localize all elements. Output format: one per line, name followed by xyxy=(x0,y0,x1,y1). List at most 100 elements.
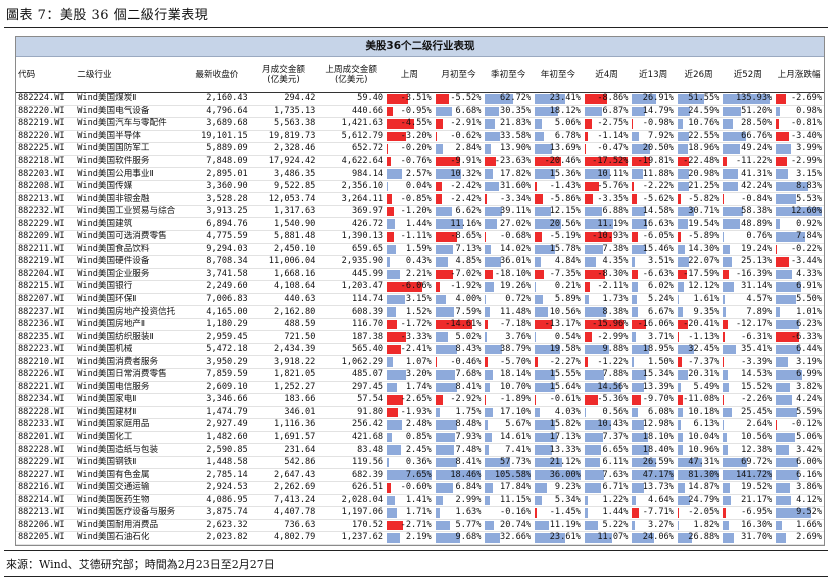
positive-bar xyxy=(485,94,513,104)
cell-value: 5.50% xyxy=(796,294,822,305)
cell-code: 882207.WI xyxy=(16,293,76,307)
cell-value: 14.56% xyxy=(597,381,629,392)
col-header: 近26周 xyxy=(675,57,722,93)
cell-lm: 3.15% xyxy=(774,167,824,181)
cell-value: -5.89% xyxy=(688,231,720,242)
cell-lm: 6.16% xyxy=(774,468,824,482)
cell-w26: 14.87% xyxy=(675,481,722,495)
cell-w13: -5.62% xyxy=(630,192,676,206)
negative-bar xyxy=(387,106,393,117)
positive-bar xyxy=(535,370,555,380)
cell-value: -7.35% xyxy=(549,268,581,279)
cell-value: 0.56% xyxy=(602,406,629,417)
positive-bar xyxy=(435,470,482,480)
positive-bar xyxy=(776,219,780,230)
cell-value: -0.16% xyxy=(500,507,532,518)
col-header: 二级行业 xyxy=(75,57,185,93)
positive-bar xyxy=(584,370,605,380)
cell-value: 0.21% xyxy=(554,281,581,292)
cell-mtd-amt: 2,262.69 xyxy=(249,481,318,495)
positive-bar xyxy=(723,445,728,455)
cell-value: 0.43% xyxy=(405,256,432,267)
cell-mtd-amt: 1,668.16 xyxy=(249,268,318,282)
table-row: 882211.WI Wind美国食品饮料 9,294.03 2,450.10 659.6… xyxy=(16,243,824,257)
cell-value: -5.36% xyxy=(597,394,629,405)
cell-w52: 15.52% xyxy=(721,381,775,395)
cell-value: 12.98% xyxy=(642,419,674,430)
cell-lw: -0.95% xyxy=(385,105,434,119)
cell-code: 882203.WI xyxy=(16,167,76,181)
negative-bar xyxy=(535,269,545,280)
positive-bar xyxy=(387,307,396,317)
cell-value: -1.20% xyxy=(400,206,432,217)
positive-bar xyxy=(584,106,602,117)
table-title: 美股36个二级行业表现 xyxy=(16,37,824,57)
cell-mtd-amt: 1,821.05 xyxy=(249,368,318,382)
source-note: 來源：Wind、艾德研究部；時間為2月23日至2月27日 xyxy=(6,558,275,571)
cell-close: 2,609.10 xyxy=(184,381,250,395)
cell-mtd: 8.43% xyxy=(433,343,484,357)
cell-value: 16.30% xyxy=(741,519,773,530)
cell-lm: 0.92% xyxy=(774,217,824,231)
cell-value: 15.64% xyxy=(549,381,581,392)
cell-w4: 11.07% xyxy=(582,531,631,545)
cell-ytd: -13.17% xyxy=(533,318,583,332)
positive-bar xyxy=(632,169,643,179)
cell-qtd: 14.61% xyxy=(483,431,534,445)
positive-bar xyxy=(723,382,729,393)
cell-value: 66.76% xyxy=(741,130,773,141)
positive-bar xyxy=(776,370,802,380)
cell-code: 882201.WI xyxy=(16,431,76,445)
positive-bar xyxy=(776,432,795,443)
cell-value: -7.37% xyxy=(688,356,720,367)
positive-bar xyxy=(677,370,689,380)
positive-bar xyxy=(776,269,792,280)
cell-value: -3.34% xyxy=(500,193,532,204)
cell-value: 9.68% xyxy=(455,532,482,543)
positive-bar xyxy=(584,533,613,543)
negative-bar xyxy=(387,407,399,418)
cell-value: 17.82% xyxy=(500,168,532,179)
cell-value: 10.32% xyxy=(450,168,482,179)
cell-qtd: 17.84% xyxy=(483,481,534,495)
cell-w52: 25.13% xyxy=(721,255,775,269)
cell-value: 39.11% xyxy=(500,206,532,217)
table-row: 882218.WI Wind美国软件服务 7,848.09 17,924.42 4,62… xyxy=(16,155,824,169)
cell-value: 7.38% xyxy=(602,243,629,254)
negative-bar xyxy=(632,319,647,330)
cell-w4: 9.88% xyxy=(582,343,631,357)
cell-value: -0.98% xyxy=(642,118,674,129)
positive-bar xyxy=(435,332,449,342)
cell-mtd: 8.41% xyxy=(433,381,484,395)
cell-lw-amt: 659.65 xyxy=(317,243,386,257)
cell-code: 882214.WI xyxy=(16,494,76,508)
cell-value: 10.76% xyxy=(688,118,720,129)
cell-value: 2.69% xyxy=(796,532,822,543)
positive-bar xyxy=(723,282,735,292)
cell-ytd: -5.19% xyxy=(533,230,583,244)
cell-value: -8.65% xyxy=(450,231,482,242)
cell-value: 5.53% xyxy=(796,193,822,204)
positive-bar xyxy=(632,307,639,317)
positive-bar xyxy=(677,445,684,455)
cell-value: 11.48% xyxy=(500,306,532,317)
cell-ytd: 6.78% xyxy=(533,130,583,144)
cell-lw: 1.59% xyxy=(385,243,434,257)
cell-value: 0.72% xyxy=(505,294,532,305)
cell-lw-amt: 83.48 xyxy=(317,443,386,457)
cell-value: 20.56% xyxy=(549,218,581,229)
cell-lw-amt: 187.38 xyxy=(317,330,386,344)
cell-value: -0.85% xyxy=(400,193,432,204)
cell-w26: 32.45% xyxy=(675,343,722,357)
negative-bar xyxy=(677,395,684,405)
cell-name: Wind美国可选消费零售 xyxy=(75,230,185,244)
cell-name: Wind美国电信服务 xyxy=(75,381,185,395)
cell-value: 4.00% xyxy=(455,294,482,305)
negative-bar xyxy=(387,282,423,292)
positive-bar xyxy=(387,432,392,443)
cell-w4: -2.99% xyxy=(582,330,631,344)
cell-lm: 4.24% xyxy=(774,393,824,407)
positive-bar xyxy=(677,470,720,480)
cell-ytd: 15.78% xyxy=(533,243,583,257)
cell-lm: -2.99% xyxy=(774,155,824,169)
